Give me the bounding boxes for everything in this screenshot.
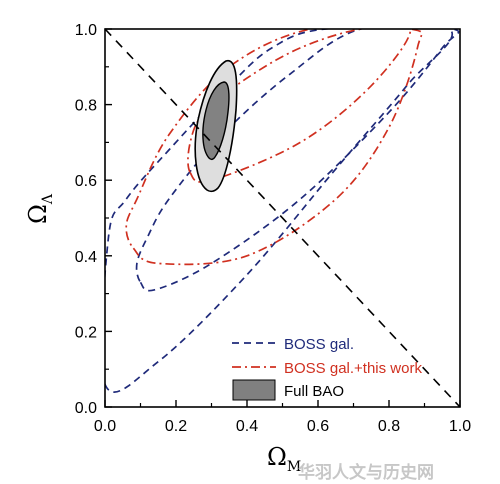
full-bao-contours: [194, 60, 238, 193]
legend-label-boss-gal: BOSS gal.: [284, 336, 354, 353]
boss-gal-2sigma-contour: [105, 29, 453, 393]
y-tick-label-0: 0.0: [75, 400, 97, 417]
y-tick-label-2: 0.4: [75, 249, 97, 266]
x-tick-label-3: 0.6: [307, 418, 329, 435]
x-tick-label-2: 0.4: [236, 418, 258, 435]
y-axis-ticks: 0.0 0.2 0.4 0.6 0.8 1.0: [75, 22, 112, 417]
y-tick-label-4: 0.8: [75, 98, 97, 115]
flat-universe-line: [105, 29, 460, 407]
y-tick-label-5: 1.0: [75, 22, 97, 39]
boss-gal-1sigma-contour: [135, 29, 460, 292]
y-tick-label-3: 0.6: [75, 173, 97, 190]
boss-gal-contours: [105, 29, 460, 393]
boss-combined-contours: [125, 29, 423, 266]
legend: BOSS gal. BOSS gal.+this work Full BAO: [232, 336, 422, 401]
x-tick-label-4: 0.8: [378, 418, 400, 435]
legend-item-boss-combined: BOSS gal.+this work: [232, 360, 422, 377]
legend-item-boss-gal: BOSS gal.: [232, 336, 354, 353]
legend-label-boss-combined: BOSS gal.+this work: [284, 360, 422, 377]
x-axis-label: ΩM: [267, 443, 301, 475]
y-axis-label: ΩΛ: [24, 193, 56, 224]
legend-label-full-bao: Full BAO: [284, 383, 344, 400]
x-tick-label-5: 1.0: [449, 418, 471, 435]
legend-item-full-bao: Full BAO: [232, 379, 344, 401]
x-tick-label-0: 0.0: [94, 418, 116, 435]
legend-swatch-full-bao: [232, 379, 276, 401]
plot-area: [105, 29, 460, 407]
watermark: 华羽人文与历史网: [298, 462, 434, 483]
y-tick-label-1: 0.2: [75, 324, 97, 341]
x-axis-ticks: 0.0 0.2 0.4 0.6 0.8 1.0: [94, 400, 471, 435]
x-tick-label-1: 0.2: [165, 418, 187, 435]
boss-combined-2sigma-contour: [125, 29, 423, 266]
